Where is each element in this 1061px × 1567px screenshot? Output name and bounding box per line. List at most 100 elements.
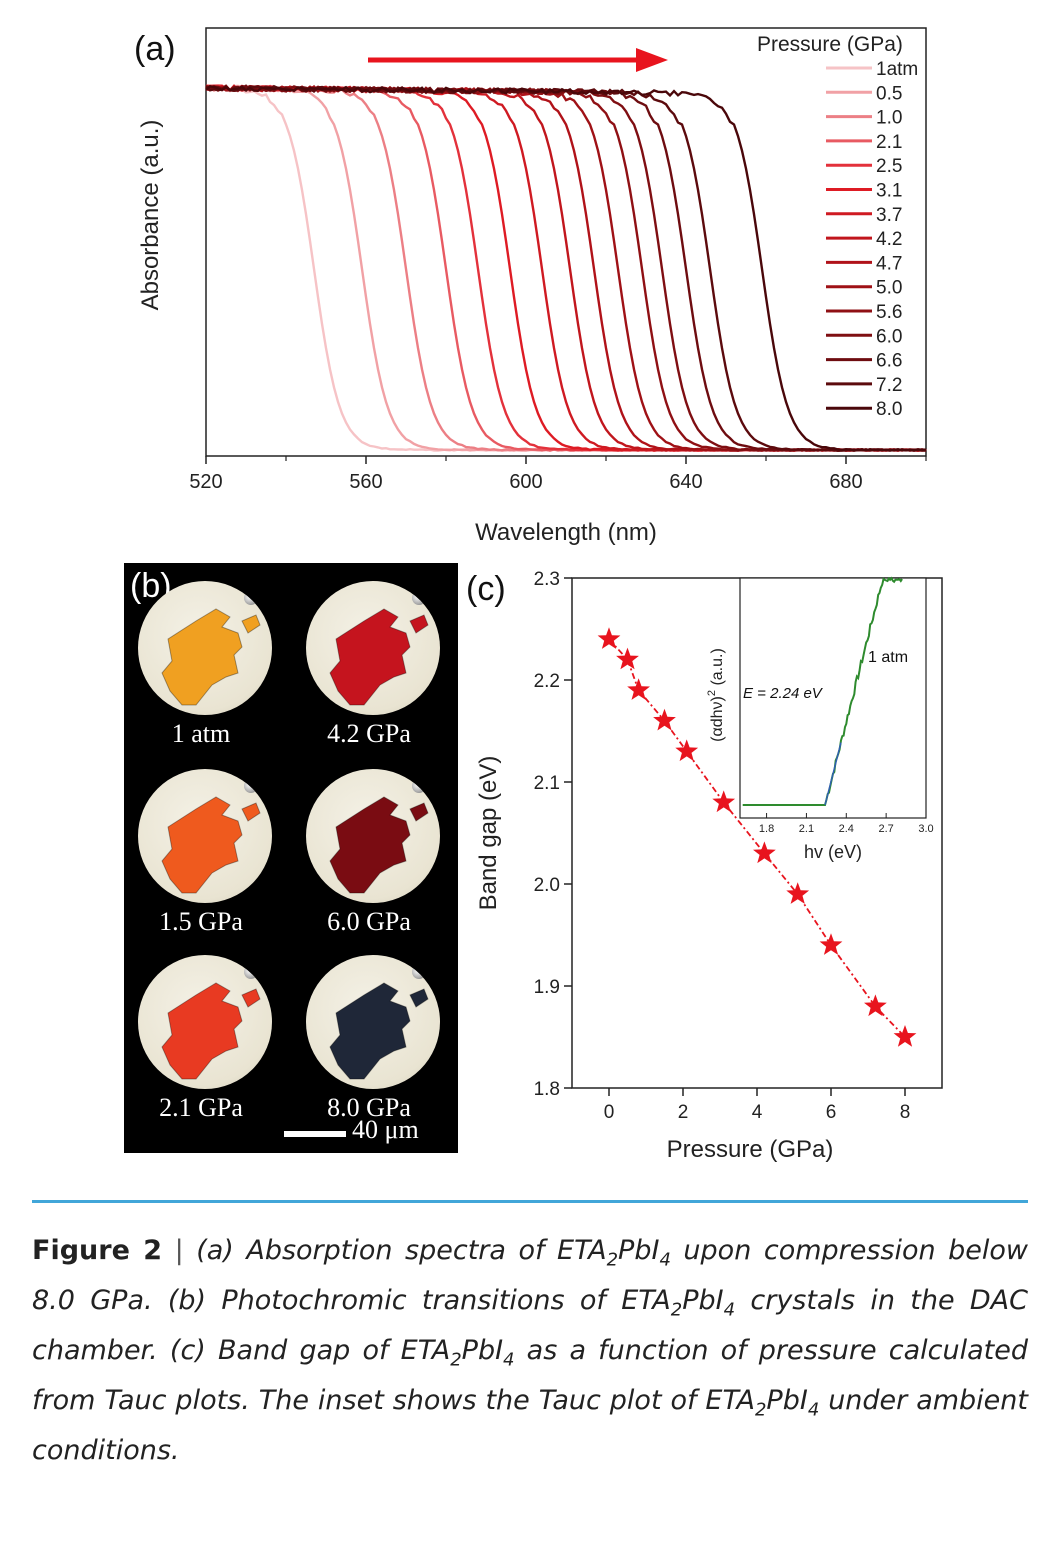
caption-segment: PbI bbox=[682, 1285, 724, 1316]
x-axis-label-c: Pressure (GPa) bbox=[667, 1136, 834, 1163]
legend-entry: 4.7 bbox=[876, 253, 902, 274]
caption-segment: PbI bbox=[618, 1235, 660, 1266]
caption-segment: as a function of pressure calculated fro… bbox=[32, 1335, 1028, 1416]
caption-text: (a) Absorption spectra of ETA2PbI4 upon … bbox=[32, 1235, 1028, 1466]
x-tick-label-c: 2 bbox=[678, 1102, 689, 1123]
x-tick-label-c: 4 bbox=[752, 1102, 763, 1123]
inset-condition-label: 1 atm bbox=[868, 649, 908, 666]
crystal-shape bbox=[329, 982, 429, 1080]
caption-segment: (a) Absorption spectra of ETA bbox=[196, 1235, 607, 1266]
band-gap-point bbox=[819, 933, 843, 955]
inset-y-label: (αdhν)2 (a.u.) bbox=[706, 648, 726, 742]
inset-x-tick-label: 2.7 bbox=[878, 823, 893, 835]
dac-chamber-image bbox=[138, 769, 272, 903]
band-gap-point bbox=[712, 790, 736, 813]
inset-x-tick-label: 2.4 bbox=[839, 823, 854, 835]
tauc-curve bbox=[742, 576, 903, 806]
band-gap-point bbox=[864, 994, 887, 1017]
caption-segment: upon compression below 8.0 GPa. (b) Phot… bbox=[32, 1235, 1029, 1316]
inset-x-tick-label: 3.0 bbox=[918, 823, 933, 835]
band-gap-point bbox=[753, 841, 776, 864]
legend-entry: 1.0 bbox=[876, 108, 902, 129]
caption-subscript: 4 bbox=[807, 1399, 820, 1421]
pressure-label: 1 atm bbox=[171, 719, 231, 748]
inset-x-tick-label: 1.8 bbox=[759, 823, 774, 835]
y-axis-label-c: Band gap (eV) bbox=[475, 756, 502, 911]
caption-subscript: 2 bbox=[670, 1299, 683, 1321]
caption-subscript: 4 bbox=[659, 1249, 671, 1271]
caption-separator: | bbox=[162, 1235, 197, 1266]
ruby-marker bbox=[412, 965, 426, 979]
legend-entry: 6.6 bbox=[876, 351, 902, 372]
legend-entry: 0.5 bbox=[876, 83, 902, 104]
x-tick-label-a: 600 bbox=[509, 471, 542, 493]
x-axis-label-a: Wavelength (nm) bbox=[475, 519, 657, 546]
x-tick-label-a: 640 bbox=[669, 471, 702, 493]
legend-entry: 3.1 bbox=[876, 181, 902, 202]
ruby-marker bbox=[244, 965, 258, 979]
legend-entry: 8.0 bbox=[876, 399, 902, 420]
pressure-label: 4.2 GPa bbox=[327, 719, 411, 748]
ruby-marker bbox=[244, 591, 258, 605]
band-gap-point bbox=[786, 882, 810, 904]
band-gap-point bbox=[627, 678, 650, 700]
legend-entry: 3.7 bbox=[876, 205, 902, 226]
absorption-curve bbox=[205, 85, 927, 452]
photo-cell: 4.2 GPa bbox=[294, 569, 444, 754]
y-axis-label-a: Absorbance (a.u.) bbox=[137, 120, 164, 311]
dac-chamber-image bbox=[306, 581, 440, 715]
x-tick-label-a: 520 bbox=[189, 471, 222, 493]
inset-x-label: hv (eV) bbox=[804, 842, 862, 862]
caption-segment: under ambient conditions. bbox=[32, 1385, 1028, 1466]
legend-title: Pressure (GPa) bbox=[757, 33, 903, 56]
caption-segment: PbI bbox=[766, 1385, 808, 1416]
x-tick-label-c: 6 bbox=[826, 1102, 837, 1123]
scale-bar-label: 40 μm bbox=[352, 1115, 419, 1144]
legend-entry: 4.2 bbox=[876, 229, 902, 250]
y-tick-label-c: 1.8 bbox=[534, 1079, 560, 1100]
legend-entry: 6.0 bbox=[876, 326, 902, 347]
y-tick-label-c: 2.1 bbox=[534, 773, 560, 794]
pressure-label: 6.0 GPa bbox=[327, 907, 411, 936]
legend-entry: 5.6 bbox=[876, 302, 902, 323]
photo-cell: 1.5 GPa bbox=[126, 757, 276, 942]
photo-cell: 1 atm bbox=[126, 569, 276, 754]
absorption-curve bbox=[205, 85, 927, 452]
legend-entry: 7.2 bbox=[876, 375, 902, 396]
scale-bar bbox=[284, 1131, 346, 1137]
caption-divider bbox=[32, 1200, 1028, 1203]
photo-cell: 2.1 GPa bbox=[126, 943, 276, 1128]
caption-subscript: 4 bbox=[723, 1299, 736, 1321]
pressure-arrow-head bbox=[636, 48, 668, 72]
pressure-label: 2.1 GPa bbox=[159, 1093, 243, 1122]
pressure-label: 1.5 GPa bbox=[159, 907, 243, 936]
crystal-shape bbox=[161, 982, 261, 1080]
dac-chamber-image bbox=[306, 955, 440, 1089]
band-gap-point bbox=[597, 627, 621, 649]
legend-entry: 1atm bbox=[876, 59, 918, 80]
ruby-marker bbox=[412, 779, 426, 793]
crystal-shape bbox=[329, 796, 429, 894]
absorption-spectra-chart: (a) 520 560 600 640 680 Pressure (GPa) 1atm 0… bbox=[134, 27, 927, 546]
caption-segment: PbI bbox=[461, 1335, 504, 1366]
band-gap-point bbox=[653, 708, 676, 731]
figure-caption: Figure 2 | (a) Absorption spectra of ETA… bbox=[32, 1226, 1028, 1476]
x-tick-label-a: 560 bbox=[349, 471, 382, 493]
tauc-inset: 1.8 2.1 2.4 2.7 3.0 E = 2.24 eV 1 atm hv (eV… bbox=[706, 576, 934, 862]
panel-c-label: (c) bbox=[466, 570, 506, 608]
dac-chamber-image bbox=[138, 955, 272, 1089]
tauc-fit-line bbox=[824, 742, 842, 806]
band-gap-chart: (c) 0 2 4 6 8 1.8 1.9 2.0 2.1 2.2 2.3 Band gap (eV… bbox=[466, 569, 943, 1163]
legend-entry: 2.1 bbox=[876, 132, 902, 153]
ruby-marker bbox=[412, 591, 426, 605]
photo-cell: 8.0 GPa bbox=[294, 943, 444, 1128]
inset-energy-annotation: E = 2.24 eV bbox=[743, 685, 824, 702]
photo-cell: 6.0 GPa bbox=[294, 757, 444, 942]
legend-entry: 5.0 bbox=[876, 278, 902, 299]
crystal-shape bbox=[161, 608, 261, 706]
dac-chamber-image bbox=[138, 581, 272, 715]
x-tick-label-c: 0 bbox=[604, 1102, 615, 1123]
crystal-shape bbox=[161, 796, 261, 894]
x-tick-label-a: 680 bbox=[829, 471, 862, 493]
inset-x-tick-label: 2.1 bbox=[799, 823, 814, 835]
